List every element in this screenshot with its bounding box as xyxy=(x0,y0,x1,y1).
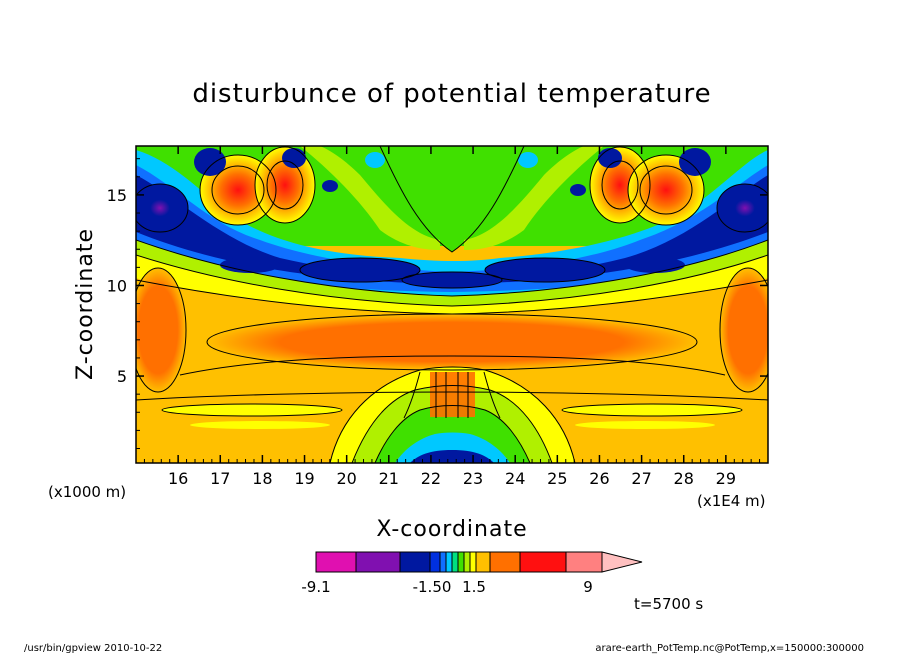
x-tick-label: 16 xyxy=(168,469,188,488)
x-tick-label: 26 xyxy=(589,469,609,488)
colorbar-segment xyxy=(463,551,471,573)
x-tick-label: 22 xyxy=(421,469,441,488)
x-tick-label: 17 xyxy=(210,469,230,488)
colorbar-segment xyxy=(355,551,401,573)
colorbar-segment xyxy=(399,551,431,573)
x-unit-left: (x1000 m) xyxy=(48,483,126,501)
x-tick-label: 23 xyxy=(463,469,483,488)
colorbar-segment xyxy=(429,551,441,573)
contour-field xyxy=(136,146,768,463)
colorbar-arrow xyxy=(601,551,643,573)
y-tick-label: 5 xyxy=(117,367,127,386)
colorbar-segment xyxy=(469,551,477,573)
time-annotation: t=5700 s xyxy=(634,595,703,613)
colorbar-segment xyxy=(445,551,453,573)
x-tick-label: 20 xyxy=(336,469,356,488)
footer-right: arare-earth_PotTemp.nc@PotTemp,x=150000:… xyxy=(595,643,864,654)
colorbar-tick-label: 1.5 xyxy=(462,578,486,596)
colorbar-segment xyxy=(565,551,603,573)
colorbar-segment xyxy=(315,551,357,573)
colorbar-segment xyxy=(439,551,447,573)
colorbar-segment xyxy=(457,551,465,573)
x-tick-label: 21 xyxy=(379,469,399,488)
colorbar xyxy=(315,551,643,573)
y-axis-ticks: 5 10 15 xyxy=(107,158,768,450)
colorbar-tick-label: -9.1 xyxy=(301,578,330,596)
x-tick-label: 27 xyxy=(631,469,651,488)
x-tick-label: 18 xyxy=(252,469,272,488)
footer-left: /usr/bin/gpview 2010-10-22 xyxy=(24,643,162,654)
y-tick-label: 10 xyxy=(107,276,127,295)
x-tick-label: 25 xyxy=(547,469,567,488)
chart-title: disturbunce of potential temperature xyxy=(192,79,711,109)
colorbar-segment xyxy=(489,551,521,573)
colorbar-segment xyxy=(475,551,491,573)
x-unit-right: (x1E4 m) xyxy=(697,492,766,510)
y-axis-label: Z-coordinate xyxy=(73,228,98,380)
colorbar-tick-labels: -9.1 -1.50 1.5 9 xyxy=(301,578,592,596)
x-tick-label: 28 xyxy=(674,469,694,488)
y-tick-label: 15 xyxy=(107,186,127,205)
colorbar-tick-label: 9 xyxy=(583,578,593,596)
x-tick-label: 29 xyxy=(716,469,736,488)
colorbar-tick-label: -1.50 xyxy=(413,578,452,596)
x-tick-label: 19 xyxy=(294,469,314,488)
colorbar-segment xyxy=(451,551,459,573)
x-axis-label: X-coordinate xyxy=(376,517,527,542)
x-axis-ticks: 16 17 18 19 20 21 22 23 24 25 26 27 28 29 xyxy=(135,146,769,488)
x-tick-label: 24 xyxy=(505,469,525,488)
plot-frame xyxy=(135,145,769,464)
colorbar-segment xyxy=(519,551,567,573)
